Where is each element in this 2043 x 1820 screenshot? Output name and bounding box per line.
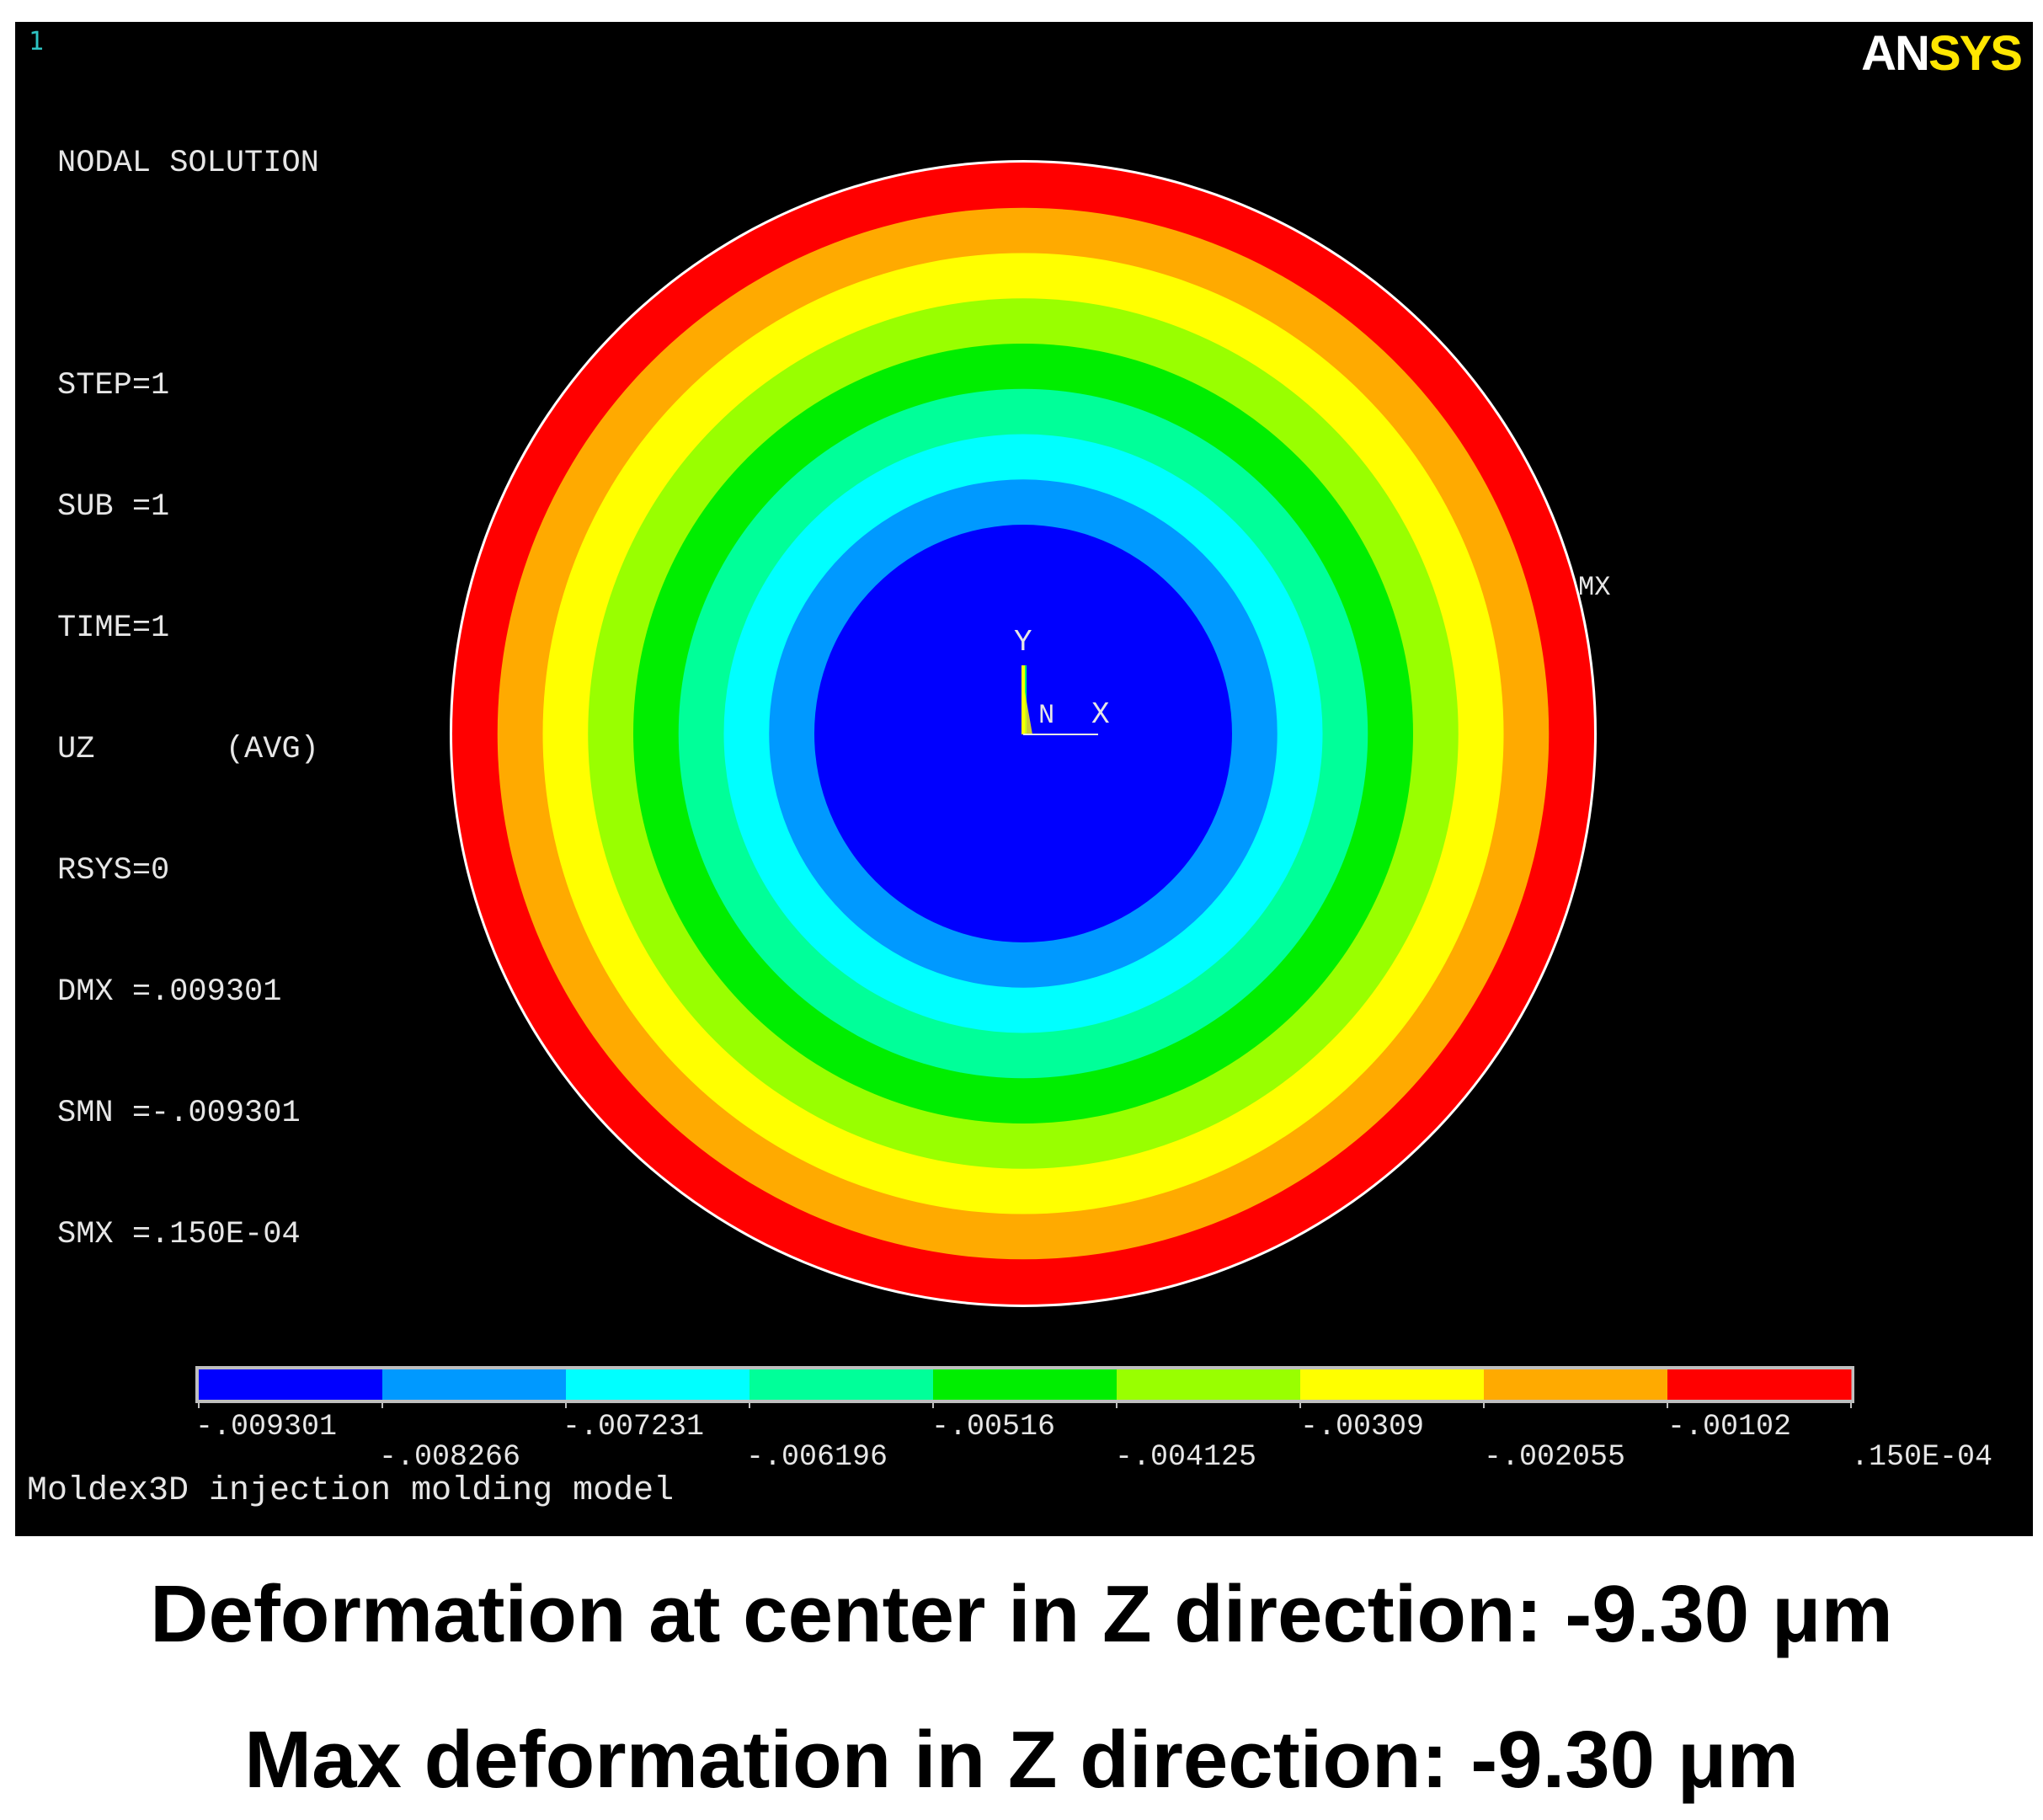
legend-swatch (566, 1369, 750, 1400)
caption-center-deformation: Deformation at center in Z direction: -9… (150, 1569, 1893, 1659)
legend-swatch (1117, 1369, 1301, 1400)
coordinate-triad: Y N X (1014, 625, 1110, 735)
graphics-viewport[interactable]: 1 ANSYS NODAL SOLUTION STEP=1 SUB =1 TIM… (15, 22, 2033, 1536)
max-marker: MX (1578, 572, 1610, 603)
status-smn: SMN =-.009301 (57, 1096, 301, 1131)
legend-swatch (749, 1369, 934, 1400)
legend-tick-label: -.008266 (379, 1440, 521, 1474)
legend-swatch (199, 1369, 383, 1400)
status-title: NODAL SOLUTION (57, 146, 319, 181)
window-number: 1 (29, 27, 45, 56)
triad-n-label: N (1038, 700, 1054, 731)
legend-tick-label: -.00516 (931, 1410, 1056, 1444)
ansys-logo-part1: AN (1861, 26, 1930, 81)
contour-plot: Y N X MX (195, 160, 1854, 1408)
legend-tick-label: -.002055 (1484, 1440, 1626, 1474)
legend-swatch (1300, 1369, 1485, 1400)
status-rsys: RSYS=0 (57, 853, 170, 889)
legend-swatch (1484, 1369, 1668, 1400)
status-sub: SUB =1 (57, 489, 170, 525)
ansys-logo: ANSYS (1861, 25, 2023, 82)
legend-tick-label: -.00309 (1300, 1410, 1425, 1444)
model-title: Moldex3D injection molding model (27, 1472, 675, 1510)
status-result-item: UZ (AVG) (57, 732, 319, 767)
triad-y-label: Y (1014, 625, 1032, 659)
status-smx: SMX =.150E-04 (57, 1217, 301, 1252)
status-time: TIME=1 (57, 611, 170, 646)
legend-swatch (933, 1369, 1118, 1400)
legend-tick-label: -.007231 (563, 1410, 705, 1444)
legend-tick-label: .150E-04 (1851, 1440, 1993, 1474)
status-step: STEP=1 (57, 368, 170, 403)
color-legend-bar (195, 1366, 1854, 1408)
solution-status-block: NODAL SOLUTION STEP=1 SUB =1 TIME=1 UZ (… (57, 62, 319, 1336)
legend-tick-label: -.006196 (746, 1440, 888, 1474)
legend-swatch (1667, 1369, 1852, 1400)
legend-tick-label: -.004125 (1115, 1440, 1257, 1474)
legend-tick-label: -.009301 (195, 1410, 338, 1444)
triad-x-label: X (1091, 697, 1110, 732)
ansys-logo-part2: SYS (1928, 26, 2023, 81)
legend-swatch (382, 1369, 567, 1400)
caption-max-deformation: Max deformation in Z direction: -9.30 μm (244, 1715, 1799, 1805)
legend-tick-label: -.00102 (1667, 1410, 1792, 1444)
status-dmx: DMX =.009301 (57, 974, 282, 1010)
